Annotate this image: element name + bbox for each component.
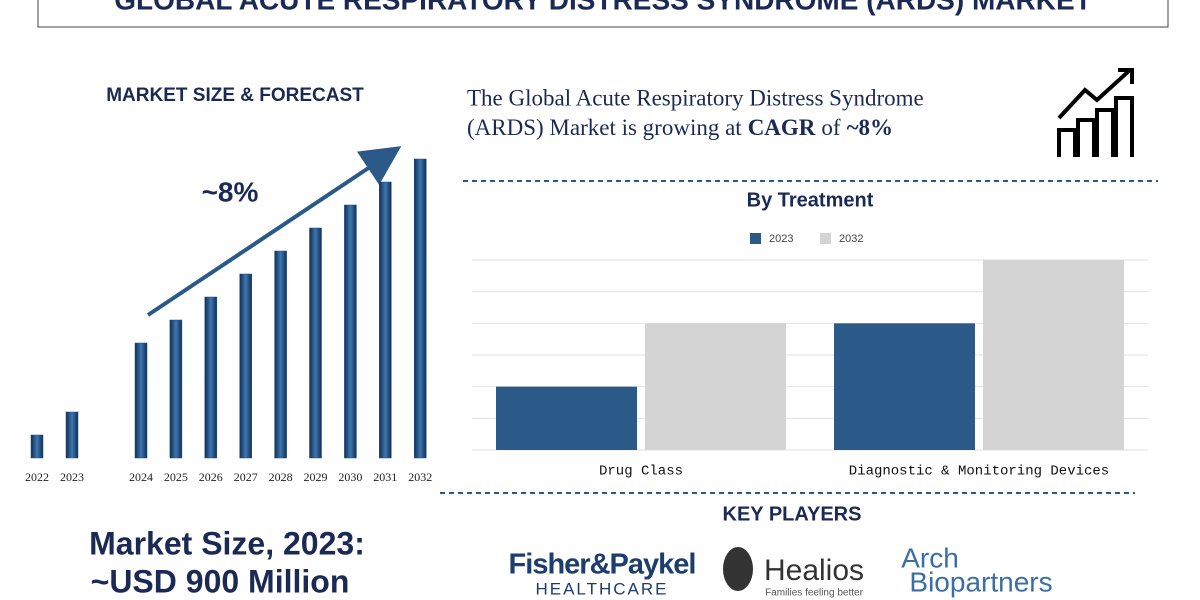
treatment-chart: 2023 2032 Drug Class Diagnostic & Monitorin… — [472, 233, 1148, 480]
x-tick-label: 2031 — [373, 470, 397, 484]
company-name: Healios — [764, 554, 864, 587]
x-tick-label: 2030 — [338, 470, 362, 484]
x-tick-label: 2032 — [408, 470, 432, 484]
title-box — [37, 0, 1169, 28]
bar — [344, 204, 357, 459]
bar — [274, 250, 287, 459]
bar — [983, 260, 1124, 450]
legend-label: 2032 — [839, 233, 863, 245]
bar — [834, 323, 975, 450]
annotation: ~8% — [202, 176, 259, 207]
x-tick-label: 2025 — [164, 470, 188, 484]
company-name: Arch — [901, 542, 959, 573]
market-size-value: ~USD 900 Million — [91, 563, 350, 599]
legend-swatch — [750, 233, 761, 244]
company-tagline: Biopartners — [909, 566, 1052, 597]
legend-swatch — [820, 233, 831, 244]
x-tick-label: 2028 — [269, 470, 293, 484]
description-line: The Global Acute Respiratory Distress Sy… — [467, 85, 924, 110]
description-line: (ARDS) Market is growing at CAGR of ~8% — [467, 115, 893, 140]
company-tagline: HEALTHCARE — [535, 579, 668, 598]
growth-icon — [1057, 68, 1134, 157]
x-tick-label: Drug Class — [599, 464, 683, 480]
chart-title: By Treatment — [747, 189, 874, 211]
bar — [645, 323, 786, 450]
description-text: of — [821, 115, 841, 140]
bar — [413, 158, 427, 459]
company-name: Fisher&Paykel — [509, 549, 696, 581]
x-tick-label: Diagnostic & Monitoring Devices — [849, 464, 1109, 480]
description-rate: ~8% — [847, 115, 893, 140]
bar — [309, 227, 322, 459]
x-tick-label: 2023 — [60, 470, 84, 484]
company-tagline: Families feeling better — [765, 588, 863, 599]
legend-label: 2023 — [769, 233, 793, 245]
bar — [204, 296, 218, 459]
x-tick-label: 2022 — [25, 470, 49, 484]
description-metric: CAGR — [748, 115, 816, 140]
x-tick-label: 2027 — [234, 470, 258, 484]
market-size-label: Market Size, 2023: — [89, 525, 365, 561]
company-logo — [723, 547, 753, 591]
growth-arrow — [146, 146, 402, 317]
x-tick-label: 2029 — [304, 470, 328, 484]
bar — [30, 434, 44, 459]
forecast-chart: 2022 2023 2024 2025 2026 2027 2028 2029 2030 2031… — [25, 158, 432, 484]
page-title: GLOBAL ACUTE RESPIRATORY DISTRESS SYNDRO… — [114, 0, 1091, 15]
x-tick-label: 2024 — [129, 470, 153, 484]
x-tick-label: 2026 — [199, 470, 223, 484]
bar — [65, 411, 79, 459]
bar — [239, 273, 252, 459]
chart-title: MARKET SIZE & FORECAST — [106, 85, 364, 106]
section-title: KEY PLAYERS — [723, 503, 862, 525]
bar — [169, 319, 183, 459]
bar — [379, 181, 392, 459]
description-text: (ARDS) Market is growing at — [467, 115, 742, 140]
bar — [134, 342, 148, 459]
bar — [496, 386, 637, 450]
